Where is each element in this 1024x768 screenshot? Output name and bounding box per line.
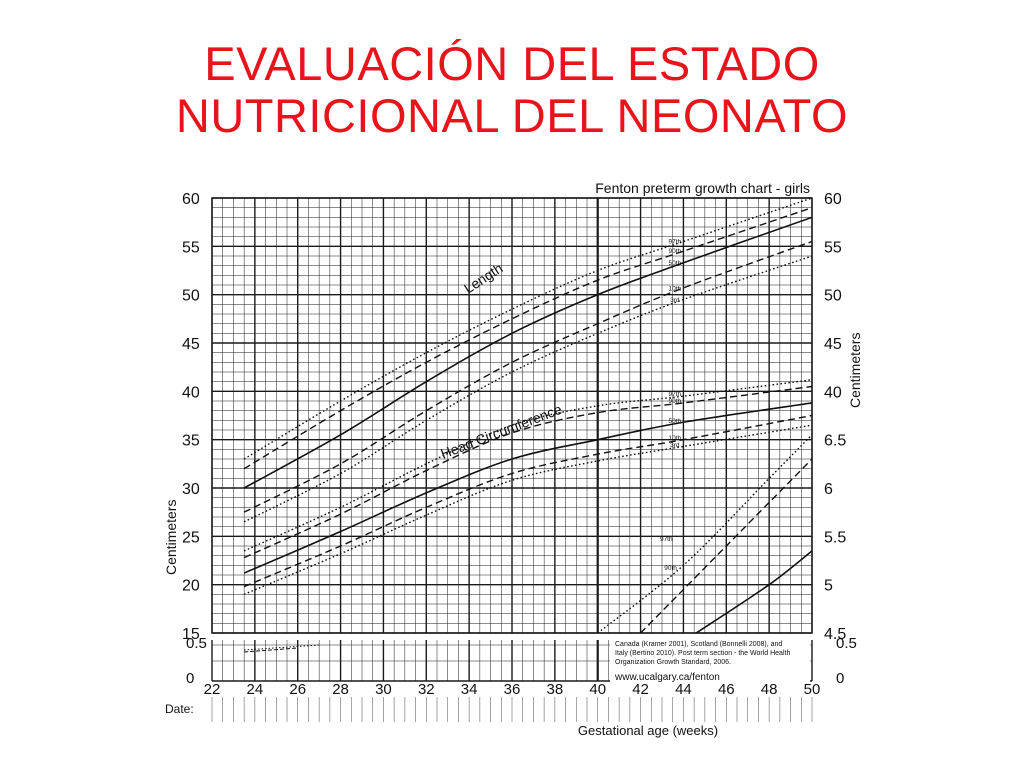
y-tick-label-left: 25 [182, 529, 200, 546]
y-tick-label-left: 20 [182, 578, 200, 595]
x-tick-label: 28 [332, 681, 349, 698]
y-tick-label-left: 15 [182, 626, 200, 643]
x-tick-label: 34 [461, 681, 478, 698]
strip-tick-label-left: 0.5 [186, 635, 207, 652]
strip-curve-dashed [244, 647, 298, 653]
x-tick-label: 22 [204, 681, 221, 698]
y-tick-label-left: 55 [182, 239, 200, 256]
percentile-label-head: 90th [669, 398, 682, 405]
x-tick-label: 40 [589, 681, 606, 698]
series-head-97th [243, 379, 812, 552]
slide-title-line2: NUTRICIONAL DEL NEONATO [175, 89, 849, 142]
series-head-50th [243, 402, 812, 574]
chart-series: 97th90th50th10th3rd97th90th50th10th3rd97… [243, 198, 812, 633]
percentile-label-length: 97th [669, 238, 682, 245]
series-weight-50th [695, 550, 812, 633]
percentile-label-length: 3rd [670, 297, 680, 304]
reference-box [610, 636, 810, 683]
x-tick-label: 36 [504, 681, 521, 698]
reference-text-2: Italy (Bertino 2010). Post term section … [615, 650, 790, 657]
x-tick-label: 38 [547, 681, 564, 698]
percentile-label-weight: 90th [664, 565, 677, 572]
x-tick-label: 42 [632, 681, 649, 698]
y-tick-label-right: 55 [824, 239, 842, 256]
x-tick-label: 30 [375, 681, 392, 698]
x-tick-label: 32 [418, 681, 435, 698]
x-tick-label: 24 [247, 681, 264, 698]
percentile-label-length: 90th [669, 248, 682, 255]
x-tick-label: 26 [289, 681, 306, 698]
y-axis-label-left: Centimeters [163, 500, 179, 575]
x-axis-label: Gestational age (weeks) [578, 723, 718, 738]
series-length-97th [243, 198, 812, 460]
y-tick-label-right: 45 [824, 336, 842, 353]
percentile-label-head: 50th [669, 418, 682, 425]
percentile-label-weight: 97th [660, 536, 673, 543]
y-tick-label-right: 50 [824, 288, 842, 305]
reference-url: www.ucalgary.ca/fenton [614, 672, 720, 683]
reference-text-3: Organization Growth Standard, 2006. [615, 659, 731, 666]
x-tick-label: 50 [804, 681, 821, 698]
y-tick-label-right: 5.5 [824, 529, 846, 546]
series-length-90th [243, 207, 812, 470]
y-tick-label-left: 60 [182, 191, 200, 208]
y-tick-label-right: 5 [824, 578, 833, 595]
x-tick-label: 46 [718, 681, 735, 698]
y-tick-label-left: 30 [182, 481, 200, 498]
length-section-label: Length [461, 260, 506, 297]
y-tick-label-right: 4.5 [824, 626, 846, 643]
y-axis-label-right: Centimeters [847, 333, 863, 408]
date-label: Date: [165, 702, 194, 716]
y-tick-label-right: 6 [824, 481, 833, 498]
chart-grid [211, 197, 813, 722]
y-tick-label-right: 6.5 [824, 433, 846, 450]
series-head-90th [243, 385, 812, 559]
strip-tick-label-right: 0.5 [836, 635, 857, 652]
series-length-3rd [243, 255, 812, 523]
x-tick-label: 44 [675, 681, 692, 698]
percentile-label-head: 3rd [670, 442, 680, 449]
series-weight-90th [640, 458, 812, 633]
series-length-50th [243, 216, 812, 489]
y-tick-label-left: 45 [182, 336, 200, 353]
series-head-3rd [243, 424, 812, 595]
series-length-10th [243, 240, 812, 513]
x-tick-label: 48 [761, 681, 778, 698]
percentile-label-length: 50th [669, 260, 682, 267]
percentile-label-head: 97th [669, 391, 682, 398]
y-tick-label-left: 40 [182, 384, 200, 401]
percentile-label-length: 10th [669, 285, 682, 292]
series-head-10th [243, 414, 812, 588]
y-tick-label-right: 40 [824, 384, 842, 401]
y-tick-label-right: 60 [824, 191, 842, 208]
strip-tick-label-right: 0 [836, 670, 844, 687]
series-weight-97th [597, 434, 812, 633]
reference-text-1: Canada (Kramer 2001), Scotland (Bonnelli… [615, 641, 782, 648]
slide-title: EVALUACIÓN DEL ESTADO NUTRICIONAL DEL NE… [0, 38, 1024, 142]
y-tick-label-left: 50 [182, 288, 200, 305]
y-tick-label-left: 35 [182, 433, 200, 450]
strip-tick-label-left: 0 [186, 670, 194, 687]
percentile-label-head: 10th [669, 435, 682, 442]
chart-title: Fenton preterm growth chart - girls [595, 180, 810, 196]
slide-title-line1: EVALUACIÓN DEL ESTADO [204, 37, 820, 90]
